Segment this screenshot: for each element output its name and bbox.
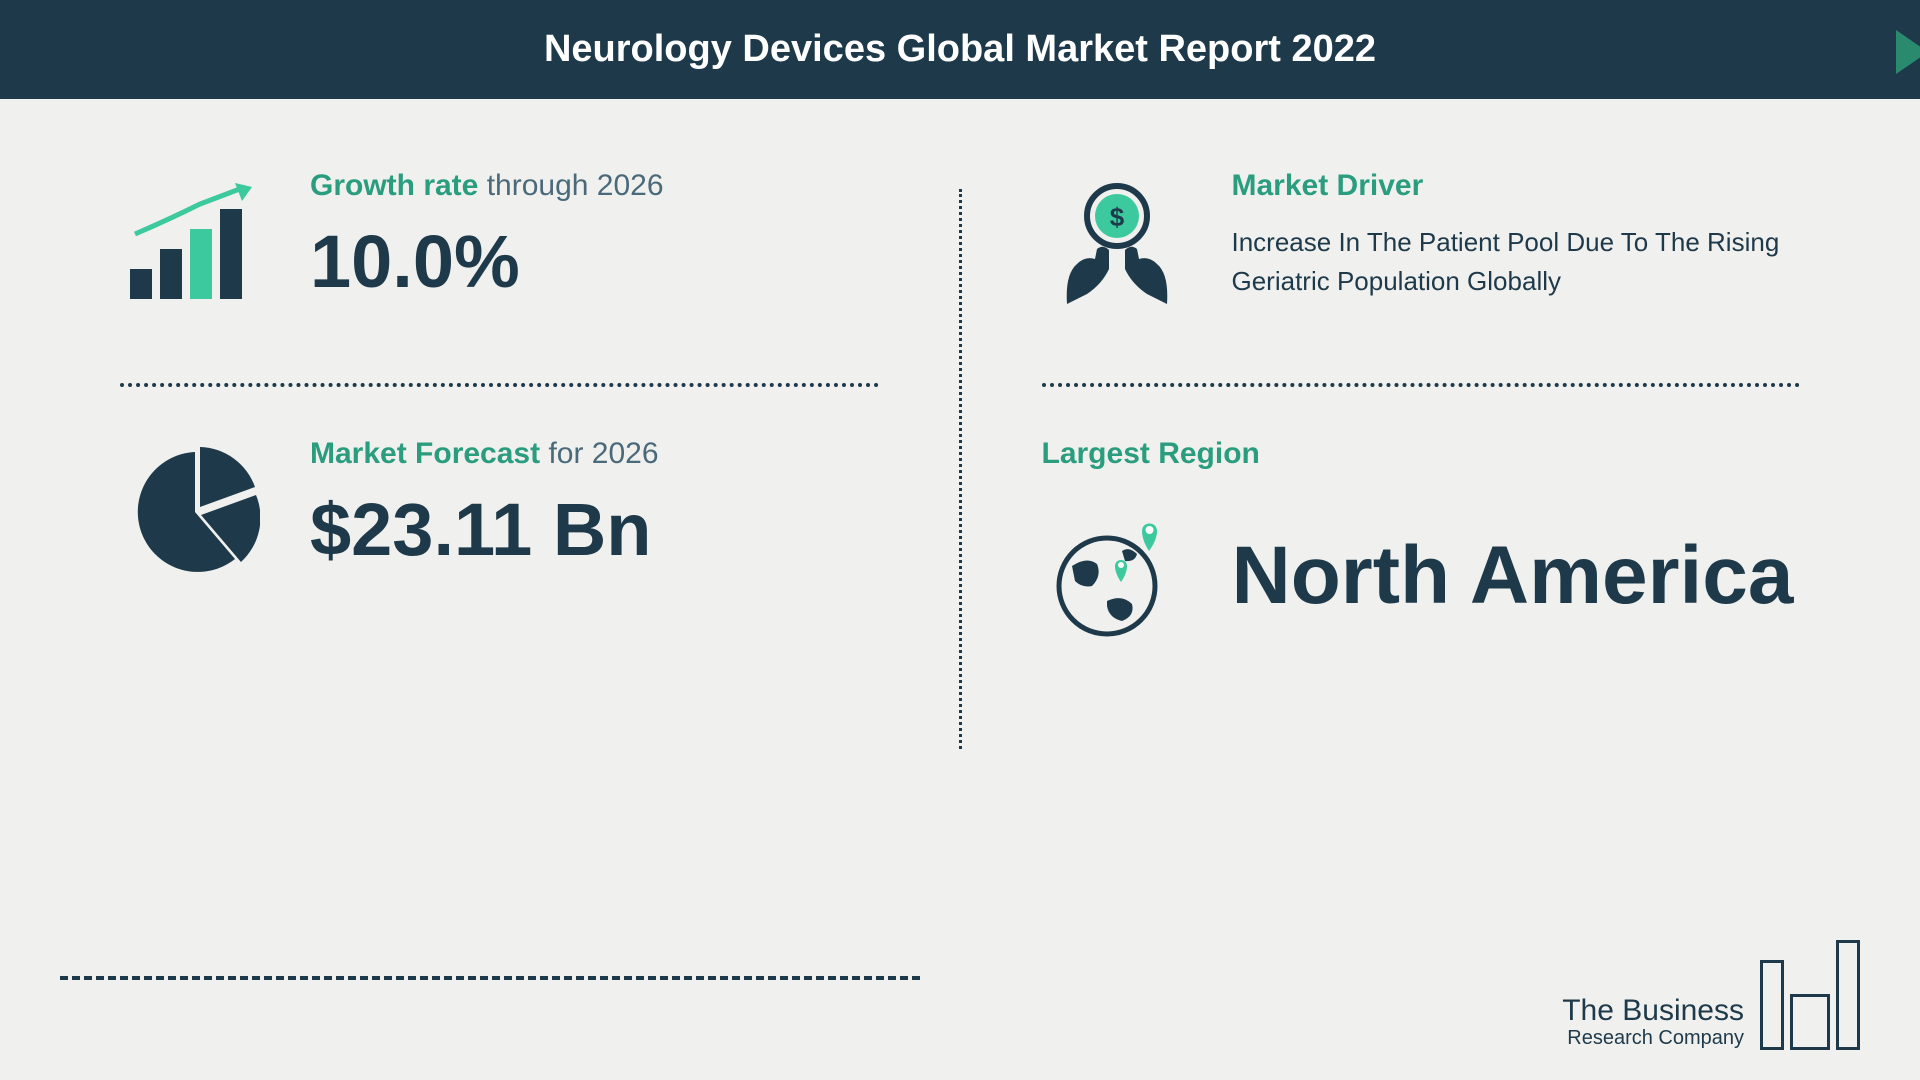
right-column: $ Market Driver Increase In The Patient … xyxy=(962,169,1801,749)
forecast-label-accent: Market Forecast xyxy=(310,437,540,470)
driver-body: Increase In The Patient Pool Due To The … xyxy=(1232,223,1801,301)
region-section: Largest Region North America xyxy=(1042,437,1801,691)
growth-label: Growth rate through 2026 xyxy=(310,169,879,203)
growth-text-block: Growth rate through 2026 10.0% xyxy=(310,169,879,301)
logo-line2: Research Company xyxy=(1562,1027,1744,1050)
logo-line1: The Business xyxy=(1562,994,1744,1027)
market-driver-section: $ Market Driver Increase In The Patient … xyxy=(1042,169,1801,319)
company-logo: The Business Research Company xyxy=(1562,940,1860,1050)
region-value: North America xyxy=(1232,533,1794,619)
forecast-label-muted: for 2026 xyxy=(540,437,658,470)
page-title: Neurology Devices Global Market Report 2… xyxy=(0,28,1920,71)
right-divider xyxy=(1042,383,1801,387)
main-content: Growth rate through 2026 10.0% Market Fo… xyxy=(0,99,1920,789)
forecast-label: Market Forecast for 2026 xyxy=(310,437,879,471)
footer-dashed-line xyxy=(60,976,920,980)
growth-chart-icon xyxy=(120,169,270,319)
pie-chart-icon xyxy=(120,437,270,587)
growth-value: 10.0% xyxy=(310,223,879,301)
growth-label-muted: through 2026 xyxy=(478,169,663,202)
logo-buildings-icon xyxy=(1760,940,1860,1050)
left-column: Growth rate through 2026 10.0% Market Fo… xyxy=(120,169,959,749)
driver-text-block: Market Driver Increase In The Patient Po… xyxy=(1232,169,1801,301)
header-bar: Neurology Devices Global Market Report 2… xyxy=(0,0,1920,99)
globe-pins-icon xyxy=(1042,501,1192,651)
driver-label: Market Driver xyxy=(1232,169,1801,203)
svg-text:$: $ xyxy=(1109,202,1124,232)
growth-label-accent: Growth rate xyxy=(310,169,478,202)
forecast-section: Market Forecast for 2026 $23.11 Bn xyxy=(120,437,879,587)
logo-text: The Business Research Company xyxy=(1562,994,1744,1050)
region-label: Largest Region xyxy=(1042,437,1801,471)
header-arrow-icon xyxy=(1896,30,1920,74)
growth-rate-section: Growth rate through 2026 10.0% xyxy=(120,169,879,319)
forecast-text-block: Market Forecast for 2026 $23.11 Bn xyxy=(310,437,879,569)
forecast-value: $23.11 Bn xyxy=(310,491,879,569)
hands-money-icon: $ xyxy=(1042,169,1192,319)
left-divider xyxy=(120,383,879,387)
